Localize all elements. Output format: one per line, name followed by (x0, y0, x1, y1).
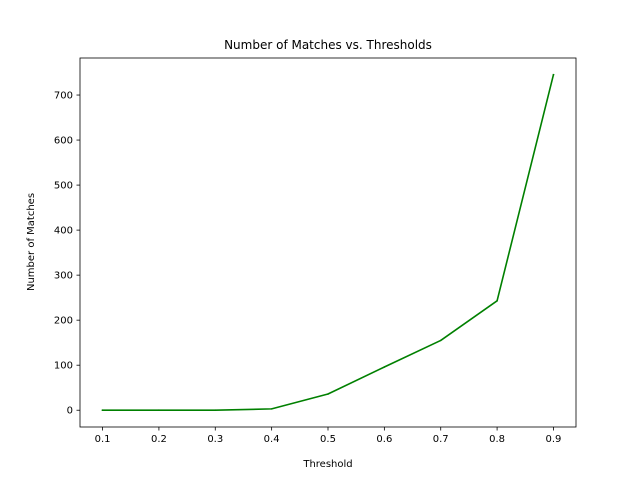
y-tick-label: 400 (54, 226, 73, 237)
data-point (552, 73, 555, 76)
x-tick-label: 0.2 (151, 434, 167, 445)
data-point (383, 366, 386, 368)
x-tick-label: 0.9 (546, 434, 562, 445)
data-point (496, 300, 498, 302)
x-tick-label: 0.3 (207, 434, 223, 445)
series-line (101, 73, 555, 412)
y-axis-label: Number of Matches (26, 193, 37, 291)
data-point (158, 409, 160, 412)
data-point (439, 339, 442, 342)
chart-title: Number of Matches vs. Thresholds (224, 38, 432, 52)
x-tick-label: 0.7 (433, 434, 449, 445)
data-point (327, 393, 329, 395)
y-tick-label: 700 (54, 91, 73, 102)
y-tick-label: 300 (54, 271, 73, 282)
y-tick-label: 100 (54, 361, 73, 372)
plot-frame (79, 57, 577, 428)
x-tick-label: 0.5 (320, 434, 336, 445)
y-tick-label: 200 (54, 316, 73, 327)
data-point (214, 409, 217, 412)
data-point (270, 408, 273, 410)
x-tick-label: 0.6 (376, 434, 392, 445)
x-tick-label: 0.8 (489, 434, 505, 445)
y-tick-label: 0 (67, 406, 73, 417)
x-axis-label: Threshold (302, 459, 352, 470)
y-tick-label: 600 (54, 136, 73, 147)
x-tick-label: 0.1 (95, 434, 111, 445)
data-point (101, 409, 104, 412)
y-tick-label: 500 (54, 181, 73, 192)
plot-area: 0.1 0.2 0.3 0.4 0.5 0.6 0.7 0.8 0.9 0 100 200 300 400… (54, 57, 577, 445)
x-tick-label: 0.4 (264, 434, 280, 445)
